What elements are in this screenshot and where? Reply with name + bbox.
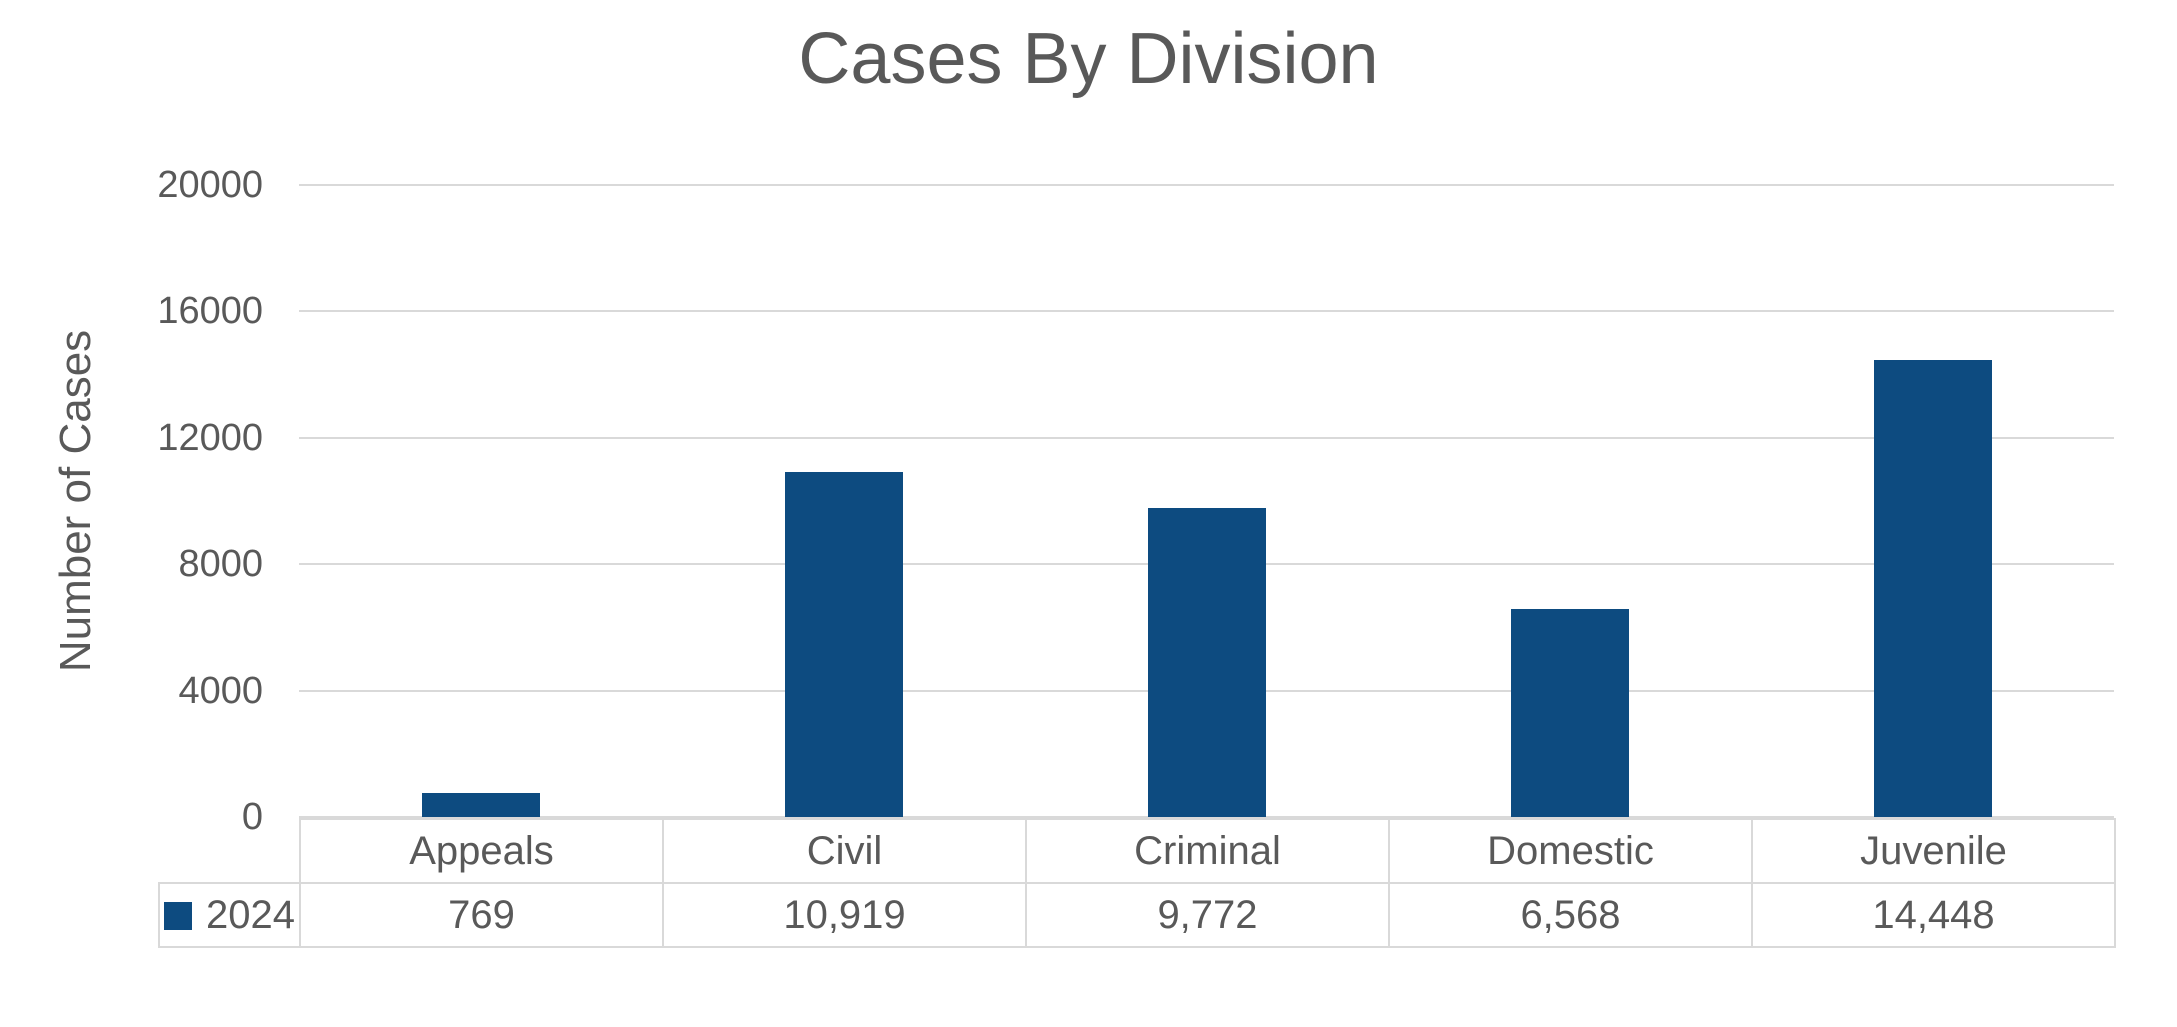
legend-series-label: 2024	[206, 892, 295, 937]
table-header-criminal: Criminal	[1025, 818, 1390, 884]
gridline-0	[299, 816, 2114, 818]
legend-cell: 2024	[158, 882, 301, 948]
table-corner-cell	[159, 819, 300, 883]
table-value-criminal: 9,772	[1025, 882, 1390, 948]
y-tick-label-0: 0	[241, 796, 263, 838]
legend-swatch-icon	[164, 901, 192, 930]
y-tick-label-16000: 16000	[157, 290, 263, 333]
table-value-juvenile: 14,448	[1751, 882, 2116, 948]
table-value-appeals: 769	[299, 882, 664, 948]
y-tick-label-12000: 12000	[157, 416, 263, 459]
bar-criminal	[1147, 508, 1266, 817]
table-value-civil: 10,919	[662, 882, 1027, 948]
bar-civil	[784, 471, 903, 817]
plot-area: 0 4000 8000 12000 16000 20000	[157, 164, 2114, 838]
gridline-20000	[299, 184, 2114, 186]
table-header-juvenile: Juvenile	[1751, 818, 2116, 884]
gridline-12000	[299, 436, 2114, 439]
table-value-domestic: 6,568	[1388, 882, 1753, 948]
table-value-row: 2024 769 10,919 9,772 6,568 14,448	[158, 882, 2116, 948]
table-header-row: Appeals Civil Criminal Domestic Juvenile	[159, 818, 2116, 884]
y-axis-title: Number of Cases	[51, 329, 100, 673]
bar-appeals	[421, 792, 540, 817]
data-table: Appeals Civil Criminal Domestic Juvenile 2024…	[158, 818, 2116, 948]
y-tick-label-8000: 8000	[178, 543, 263, 586]
table-header-domestic: Domestic	[1388, 818, 1753, 884]
gridline-16000	[299, 310, 2114, 313]
chart-title: Cases By Division	[798, 19, 1379, 99]
table-header-civil: Civil	[662, 818, 1027, 884]
bar-domestic	[1510, 609, 1629, 817]
y-tick-label-4000: 4000	[178, 669, 263, 712]
y-tick-label-20000: 20000	[157, 164, 263, 206]
bar-juvenile	[1873, 360, 1992, 817]
table-header-appeals: Appeals	[299, 818, 664, 884]
